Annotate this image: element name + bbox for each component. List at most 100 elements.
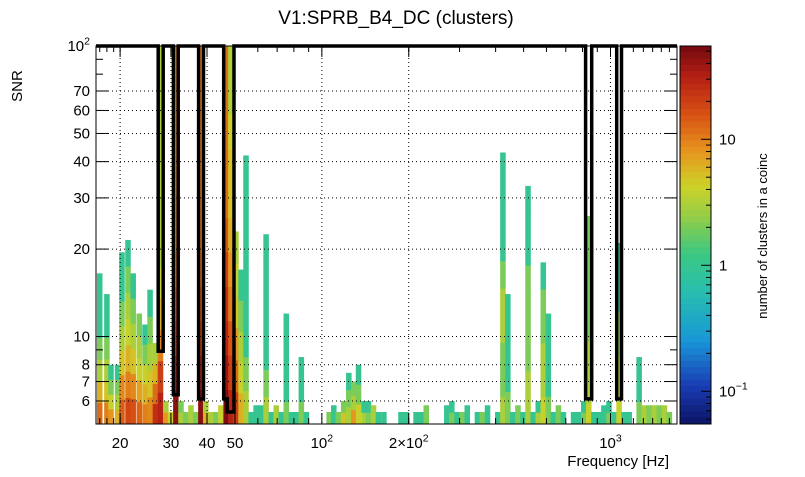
palette-band — [680, 285, 711, 293]
histogram-cell — [283, 401, 290, 425]
histogram-cell — [575, 411, 582, 425]
histogram-cell — [238, 300, 244, 332]
histogram-cell — [108, 394, 114, 410]
z-axis-label: number of clusters in a coinc — [755, 153, 770, 319]
palette-band — [680, 361, 711, 368]
palette-tick-label: 1 — [719, 257, 727, 274]
color-palette: 10−1 1 10 — [679, 45, 748, 425]
palette-band — [680, 77, 711, 85]
histogram-cell — [331, 405, 337, 425]
histogram-cell — [130, 323, 136, 349]
histogram-cell — [173, 286, 179, 322]
histogram-cell — [570, 411, 577, 425]
histogram-cell — [104, 315, 110, 338]
histogram-cell — [125, 266, 131, 293]
palette-tick-label: 10−1 — [719, 381, 748, 401]
palette-band — [680, 253, 711, 261]
histogram-cell — [495, 411, 501, 425]
histogram-cell — [157, 109, 164, 141]
histogram-cell — [108, 364, 114, 380]
histogram-cell — [258, 405, 264, 425]
histogram-cell — [278, 411, 284, 425]
histogram-cell — [340, 400, 347, 413]
histogram-cell — [611, 411, 617, 425]
palette-band — [680, 184, 711, 192]
histogram-cell — [228, 149, 234, 184]
histogram-cell — [243, 222, 249, 257]
histogram-cell — [459, 411, 465, 425]
histogram-cell — [515, 405, 521, 425]
histogram-cell — [178, 400, 184, 413]
histogram-cell — [183, 411, 189, 425]
histogram-cell — [525, 371, 531, 398]
histogram-cell — [606, 400, 612, 413]
histogram-cell — [96, 402, 103, 425]
y-tick-label: 50 — [73, 125, 90, 142]
histogram-cell — [228, 320, 234, 356]
histogram-cell — [283, 335, 290, 359]
palette-band — [680, 373, 711, 381]
palette-band — [680, 367, 711, 375]
histogram-cell — [586, 257, 592, 279]
histogram-cell — [228, 80, 234, 116]
histogram-cell — [616, 242, 622, 266]
histogram-cell — [223, 286, 229, 322]
histogram-cell — [114, 364, 121, 380]
histogram-cell — [142, 324, 148, 345]
histogram-cell — [268, 411, 275, 425]
histogram-cell — [298, 379, 305, 402]
y-tick-label: 8 — [82, 357, 90, 374]
palette-band — [680, 190, 711, 198]
histogram-cell — [616, 333, 622, 357]
histogram-cell — [173, 183, 179, 219]
histogram-cell — [228, 217, 234, 253]
histogram-cell — [263, 234, 269, 262]
histogram-cell — [545, 396, 552, 425]
histogram-cell — [283, 313, 290, 336]
palette-band — [680, 71, 711, 78]
histogram-cell — [641, 405, 647, 425]
histogram-cell — [505, 359, 511, 392]
histogram-cell — [152, 403, 159, 425]
histogram-cell — [243, 356, 249, 391]
histogram-cell — [130, 398, 136, 425]
histogram-cell — [540, 370, 547, 398]
histogram-cell — [173, 389, 179, 425]
histogram-cell — [381, 411, 387, 425]
histogram-cell — [198, 320, 204, 356]
histogram-cell — [223, 320, 229, 356]
palette-band — [680, 153, 711, 160]
palette-band — [680, 335, 711, 343]
histogram-cell — [346, 389, 352, 408]
histogram-cell — [125, 371, 131, 399]
y-tick-label: 70 — [73, 83, 90, 100]
histogram-cell — [418, 411, 425, 425]
histogram-cell — [142, 384, 148, 405]
histogram-cell — [361, 400, 367, 413]
palette-band — [680, 102, 711, 110]
histogram-cell — [355, 404, 362, 425]
palette-band — [680, 228, 711, 236]
histogram-cell — [173, 320, 179, 356]
palette-frame — [679, 45, 712, 425]
histogram-cell — [365, 400, 372, 413]
histogram-cell — [119, 252, 125, 278]
palette-band — [680, 260, 711, 267]
histogram-cell — [193, 411, 199, 425]
palette-band — [680, 329, 711, 337]
histogram-cell — [243, 390, 249, 425]
histogram-cell — [163, 412, 169, 425]
histogram-cell — [104, 359, 110, 381]
histogram-cell — [119, 350, 125, 376]
histogram-cell — [125, 397, 131, 425]
histogram-cell — [540, 262, 547, 290]
histogram-cell — [157, 329, 164, 362]
histogram-cell — [340, 412, 347, 425]
palette-band — [680, 342, 711, 349]
histogram-cell — [147, 316, 153, 344]
histogram-cell — [130, 273, 136, 299]
histogram-cell — [586, 319, 592, 342]
y-tick-label: 30 — [73, 190, 90, 207]
histogram-cell — [500, 369, 506, 398]
